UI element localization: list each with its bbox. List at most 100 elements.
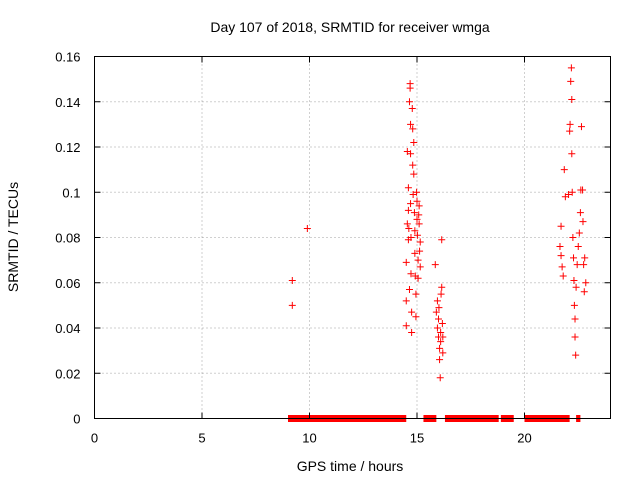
data-point	[566, 127, 574, 135]
data-point	[566, 120, 574, 128]
data-point	[416, 263, 424, 271]
data-point	[432, 308, 440, 316]
tick-marks	[94, 56, 611, 419]
data-point	[438, 319, 446, 327]
data-point	[407, 120, 415, 128]
data-point	[577, 123, 585, 131]
data-point	[581, 254, 589, 262]
x-tick-label: 20	[517, 431, 531, 446]
x-tick-labels: 0 5 10 15 20	[91, 431, 532, 446]
data-point	[410, 138, 418, 146]
data-point	[437, 338, 445, 346]
data-point	[414, 256, 422, 264]
data-point	[569, 234, 577, 241]
data-point	[412, 313, 420, 321]
data-point	[411, 227, 419, 235]
data-point	[408, 308, 416, 316]
plot-frame	[94, 56, 611, 419]
data-point	[406, 84, 414, 92]
data-point	[579, 218, 587, 226]
x-axis-title: GPS time / hours	[297, 458, 404, 474]
y-tick-label: 0.12	[55, 140, 80, 155]
data-point	[433, 297, 441, 305]
y-axis-title: SRMTID / TECUs	[5, 182, 21, 292]
data-point	[580, 288, 588, 296]
data-point	[580, 261, 588, 269]
data-point	[565, 191, 573, 199]
data-point	[413, 215, 421, 223]
data-point	[405, 224, 413, 232]
data-point	[567, 64, 575, 72]
data-point	[435, 315, 442, 323]
data-point	[436, 356, 444, 364]
data-point	[438, 283, 446, 291]
data-point	[436, 374, 444, 382]
data-point	[410, 170, 418, 178]
data-point	[435, 304, 443, 312]
data-point	[409, 161, 417, 169]
data-point	[407, 150, 415, 158]
data-point	[439, 349, 447, 357]
data-point	[567, 77, 575, 85]
data-point	[410, 209, 418, 217]
data-point	[411, 249, 419, 257]
data-point	[568, 95, 576, 103]
data-point	[413, 231, 421, 239]
y-tick-label: 0.08	[55, 231, 80, 246]
data-point	[558, 263, 566, 271]
data-point	[439, 333, 447, 341]
data-point	[573, 261, 581, 269]
data-point	[413, 197, 421, 205]
data-point	[405, 286, 413, 294]
data-point	[405, 98, 413, 106]
data-point	[415, 220, 423, 228]
y-tick-label: 0.16	[55, 50, 80, 65]
data-point	[570, 254, 578, 262]
data-point	[409, 125, 417, 133]
data-point	[571, 315, 579, 323]
data-point	[557, 222, 565, 230]
data-point	[572, 283, 580, 291]
data-point	[404, 184, 412, 192]
data-point	[415, 202, 423, 210]
y-tick-label: 0.14	[55, 95, 80, 110]
grid	[94, 56, 611, 419]
data-point	[402, 297, 410, 305]
x-tick-label: 5	[198, 431, 205, 446]
data-point	[570, 301, 578, 309]
data-point	[408, 329, 416, 337]
data-point	[557, 252, 565, 260]
data-point	[582, 279, 590, 287]
y-tick-label: 0.04	[55, 321, 80, 336]
data-point	[436, 344, 444, 352]
y-tick-label: 0.1	[62, 185, 80, 200]
data-point	[571, 333, 579, 341]
data-point	[404, 206, 412, 214]
data-point	[407, 200, 415, 208]
x-tick-label: 0	[91, 431, 98, 446]
x-tick-label: 10	[302, 431, 316, 446]
y-tick-labels: 0 0.02 0.04 0.06 0.08 0.1 0.12 0.14 0.16	[55, 50, 80, 427]
data-point	[559, 272, 567, 280]
data-point	[407, 234, 415, 241]
data-point	[437, 290, 445, 298]
y-tick-label: 0	[73, 412, 80, 427]
data-point	[412, 290, 420, 298]
y-tick-label: 0.06	[55, 276, 80, 291]
data-point	[288, 276, 296, 284]
y-tick-label: 0.02	[55, 366, 80, 381]
data-point	[416, 247, 424, 255]
data-point	[303, 224, 311, 232]
chart-title: Day 107 of 2018, SRMTID for receiver wmg…	[210, 19, 490, 35]
data-point	[568, 150, 576, 158]
data-point	[402, 322, 410, 330]
data-point	[407, 270, 415, 278]
data-points	[288, 64, 590, 382]
data-point	[416, 238, 424, 246]
data-point	[576, 209, 584, 217]
data-point	[415, 211, 423, 219]
data-point	[579, 186, 587, 194]
data-point	[288, 301, 296, 309]
data-point	[438, 236, 446, 244]
data-point	[408, 105, 416, 113]
